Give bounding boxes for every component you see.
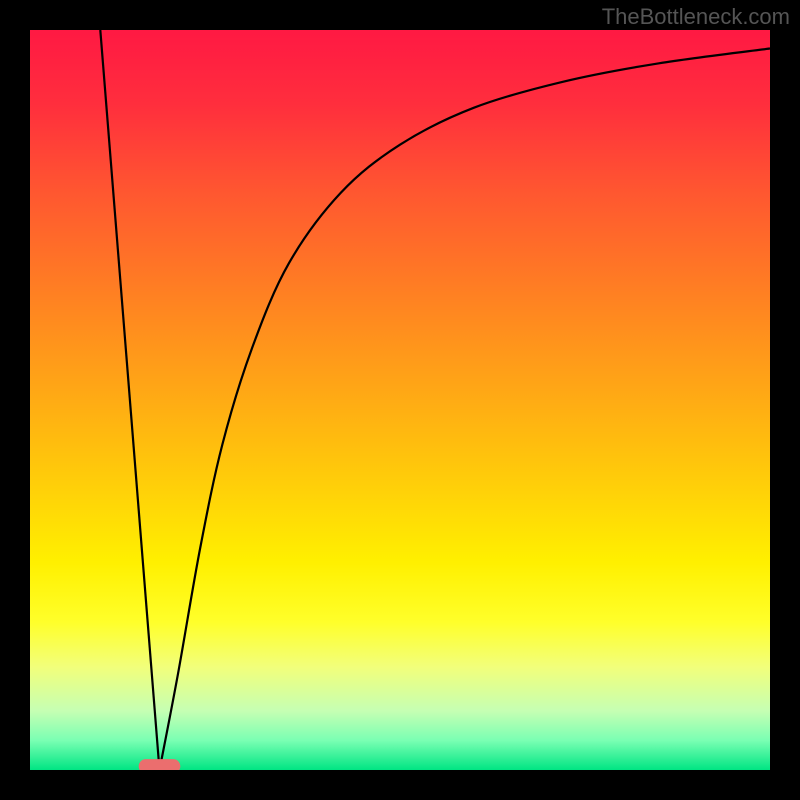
gradient-background	[30, 30, 770, 770]
plot-area	[30, 30, 770, 770]
chart-frame: TheBottleneck.com	[0, 0, 800, 800]
optimum-marker	[139, 760, 180, 770]
watermark-text: TheBottleneck.com	[602, 4, 790, 30]
chart-svg	[30, 30, 770, 770]
